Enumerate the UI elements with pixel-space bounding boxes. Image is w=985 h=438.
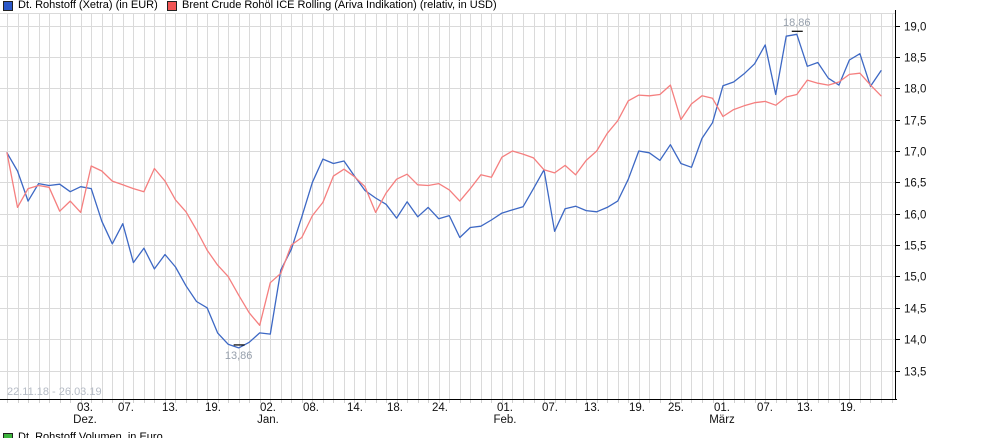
x-tick-label: 19.: [205, 402, 221, 414]
y-tick-label: 15,0: [904, 272, 926, 284]
y-tick-label: 16,5: [904, 178, 926, 190]
x-tick-label: 13.: [584, 402, 600, 414]
x-tick-label: 19.: [840, 402, 856, 414]
legend-item-brent[interactable]: Brent Crude Rohöl ICE Rolling (Ariva Ind…: [167, 0, 497, 11]
red-series-swatch-icon: [167, 0, 177, 11]
x-tick-label: 02.: [260, 402, 276, 414]
x-tick-label: 18.: [387, 402, 403, 414]
y-tick-label: 17,0: [904, 147, 926, 159]
x-tick-label: 19.: [629, 402, 645, 414]
x-tick-label: 07.: [118, 402, 134, 414]
extreme-value-label: 18,86: [782, 17, 811, 30]
x-tick-label: 08.: [303, 402, 319, 414]
y-tick-label: 18,5: [904, 53, 926, 65]
y-tick-label: 18,0: [904, 84, 926, 96]
x-tick-label: 03.: [77, 402, 93, 414]
dt-rohstoff-line: [6, 33, 882, 349]
x-tick-month-label: Dez.: [73, 414, 97, 426]
x-tick-label: 07.: [542, 402, 558, 414]
extreme-value-label: 13,86: [224, 349, 253, 362]
date-range-watermark: 22.11.18 - 26.03.19: [7, 386, 102, 398]
legend-label: Dt. Rohstoff (Xetra) (in EUR): [18, 0, 158, 11]
legend-item-dt-rohstoff[interactable]: Dt. Rohstoff (Xetra) (in EUR): [3, 0, 158, 11]
x-tick-label: 24.: [432, 402, 448, 414]
x-tick-month-label: März: [709, 414, 735, 426]
brent-line: [6, 72, 882, 326]
chart-legend: Dt. Rohstoff (Xetra) (in EUR) Brent Crud…: [0, 0, 985, 12]
y-tick-label: 13,5: [904, 367, 926, 379]
volume-legend-label: Dt. Rohstoff Volumen, in Euro: [18, 431, 163, 438]
x-tick-label: 13.: [797, 402, 813, 414]
y-tick-label: 14,0: [904, 335, 926, 347]
legend-label: Brent Crude Rohöl ICE Rolling (Ariva Ind…: [182, 0, 497, 11]
x-tick-label: 01.: [714, 402, 730, 414]
y-tick-label: 19,0: [904, 22, 926, 34]
x-tick-month-label: Jan.: [257, 414, 279, 426]
y-tick-label: 17,5: [904, 116, 926, 128]
x-tick-label: 13.: [162, 402, 178, 414]
y-tick-label: 14,5: [904, 304, 926, 316]
x-tick-label: 25.: [668, 402, 684, 414]
x-tick-label: 07.: [757, 402, 773, 414]
y-tick-label: 16,0: [904, 210, 926, 222]
x-tick-month-label: Feb.: [493, 414, 516, 426]
x-tick-label: 14.: [347, 402, 363, 414]
green-volume-swatch-icon: [3, 432, 13, 438]
x-tick-label: 01.: [497, 402, 513, 414]
blue-series-swatch-icon: [3, 0, 13, 11]
volume-legend-item[interactable]: Dt. Rohstoff Volumen, in Euro: [3, 432, 163, 438]
y-tick-label: 15,5: [904, 241, 926, 253]
